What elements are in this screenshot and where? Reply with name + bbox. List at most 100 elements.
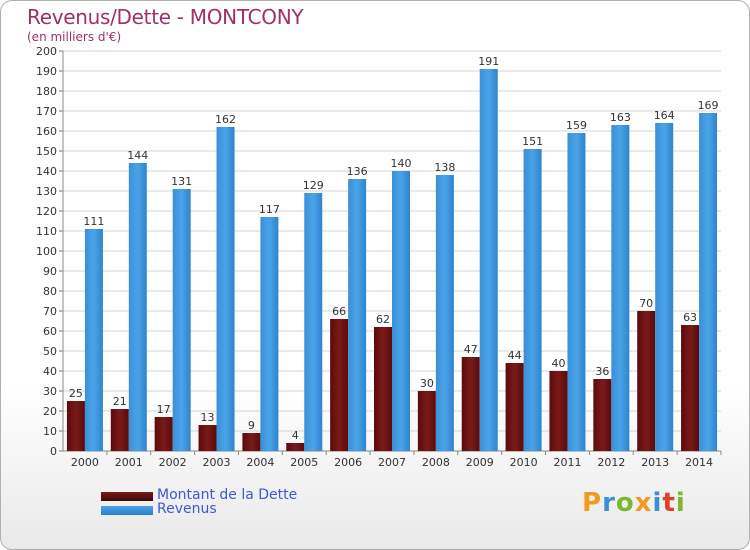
bar-dette xyxy=(66,401,85,451)
data-label-dette: 13 xyxy=(201,411,215,424)
bar-dette xyxy=(637,311,656,451)
bar-revenus xyxy=(479,69,498,451)
data-label-revenus: 138 xyxy=(434,161,455,174)
data-label-revenus: 111 xyxy=(83,215,104,228)
data-label-revenus: 191 xyxy=(478,55,499,68)
data-label-dette: 62 xyxy=(376,313,390,326)
bar-revenus xyxy=(392,171,410,451)
bar-dette xyxy=(505,363,524,451)
logo-letter: o xyxy=(615,488,635,518)
data-label-dette: 17 xyxy=(157,403,171,416)
data-label-revenus: 169 xyxy=(698,99,719,112)
bar-revenus xyxy=(567,133,586,451)
y-tick-label: 160 xyxy=(36,125,57,138)
bar-dette xyxy=(286,443,305,451)
y-tick-label: 180 xyxy=(36,85,57,98)
bar-dette xyxy=(417,391,436,451)
proxiti-logo: Proxiti xyxy=(582,488,686,518)
data-label-dette: 66 xyxy=(332,305,346,318)
y-tick-label: 200 xyxy=(36,45,57,58)
data-label-dette: 30 xyxy=(420,377,434,390)
y-tick-label: 30 xyxy=(43,385,57,398)
data-label-revenus: 163 xyxy=(610,111,631,124)
x-tick-label: 2001 xyxy=(115,456,143,469)
x-tick-label: 2012 xyxy=(597,456,625,469)
x-tick-label: 2008 xyxy=(422,456,450,469)
bar-revenus xyxy=(611,125,630,451)
x-tick-label: 2002 xyxy=(159,456,187,469)
x-tick-label: 2009 xyxy=(466,456,494,469)
bar-revenus xyxy=(655,123,674,451)
x-tick-label: 2013 xyxy=(641,456,669,469)
legend-label-dette: Montant de la Dette xyxy=(157,487,298,503)
x-tick-label: 2011 xyxy=(553,456,581,469)
y-tick-label: 40 xyxy=(43,365,57,378)
bar-dette xyxy=(110,409,129,451)
x-tick-label: 2004 xyxy=(246,456,274,469)
data-label-dette: 21 xyxy=(113,395,127,408)
data-label-revenus: 144 xyxy=(127,149,148,162)
data-label-revenus: 136 xyxy=(347,165,368,178)
y-tick-label: 60 xyxy=(43,325,57,338)
x-tick-label: 2005 xyxy=(290,456,318,469)
chart-subtitle: (en milliers d'€) xyxy=(27,30,122,44)
data-label-revenus: 151 xyxy=(522,135,543,148)
logo-letter: P xyxy=(582,488,603,518)
x-tick-label: 2003 xyxy=(203,456,231,469)
y-tick-label: 190 xyxy=(36,65,57,78)
legend-swatch-revenus xyxy=(101,506,153,515)
y-tick-label: 20 xyxy=(43,405,57,418)
bar-revenus xyxy=(84,229,103,451)
legend-label-revenus: Revenus xyxy=(157,501,217,517)
y-tick-label: 150 xyxy=(36,145,57,158)
bar-dette xyxy=(593,379,612,451)
data-label-revenus: 164 xyxy=(654,109,675,122)
y-tick-label: 140 xyxy=(36,165,57,178)
y-tick-label: 130 xyxy=(36,185,57,198)
bar-dette xyxy=(681,325,700,451)
x-tick-label: 2014 xyxy=(685,456,713,469)
data-label-dette: 25 xyxy=(69,387,83,400)
y-tick-label: 50 xyxy=(43,345,57,358)
data-label-dette: 63 xyxy=(683,311,697,324)
bar-dette xyxy=(374,327,392,451)
x-tick-label: 2007 xyxy=(378,456,406,469)
bar-revenus xyxy=(260,217,279,451)
x-tick-label: 2000 xyxy=(71,456,99,469)
data-label-dette: 36 xyxy=(595,365,609,378)
bar-revenus xyxy=(348,179,367,451)
bar-revenus xyxy=(435,175,454,451)
data-label-dette: 44 xyxy=(508,349,522,362)
data-label-revenus: 162 xyxy=(215,113,236,126)
data-label-dette: 4 xyxy=(292,429,299,442)
bar-dette xyxy=(154,417,173,451)
bar-dette xyxy=(549,371,568,451)
bar-revenus xyxy=(128,163,147,451)
logo-letter: t xyxy=(662,488,676,518)
data-label-dette: 9 xyxy=(248,419,255,432)
data-label-revenus: 131 xyxy=(171,175,192,188)
y-tick-label: 80 xyxy=(43,285,57,298)
x-tick-label: 2006 xyxy=(334,456,362,469)
y-tick-label: 0 xyxy=(50,445,57,458)
data-label-dette: 40 xyxy=(551,357,565,370)
data-label-revenus: 159 xyxy=(566,119,587,132)
logo-letter: i xyxy=(652,488,663,518)
bar-revenus xyxy=(304,193,323,451)
x-tick-label: 2010 xyxy=(510,456,538,469)
bar-revenus xyxy=(699,113,718,451)
y-tick-label: 120 xyxy=(36,205,57,218)
chart-title: Revenus/Dette - MONTCONY xyxy=(27,5,304,29)
logo-letter: i xyxy=(675,488,686,518)
bar-dette xyxy=(330,319,349,451)
logo-letter: r xyxy=(602,488,616,518)
y-tick-label: 10 xyxy=(43,425,57,438)
bar-revenus xyxy=(172,189,191,451)
y-tick-label: 100 xyxy=(36,245,57,258)
data-label-revenus: 117 xyxy=(259,203,280,216)
bar-revenus xyxy=(216,127,235,451)
bar-dette xyxy=(198,425,217,451)
data-label-dette: 70 xyxy=(639,297,653,310)
data-label-revenus: 129 xyxy=(303,179,324,192)
